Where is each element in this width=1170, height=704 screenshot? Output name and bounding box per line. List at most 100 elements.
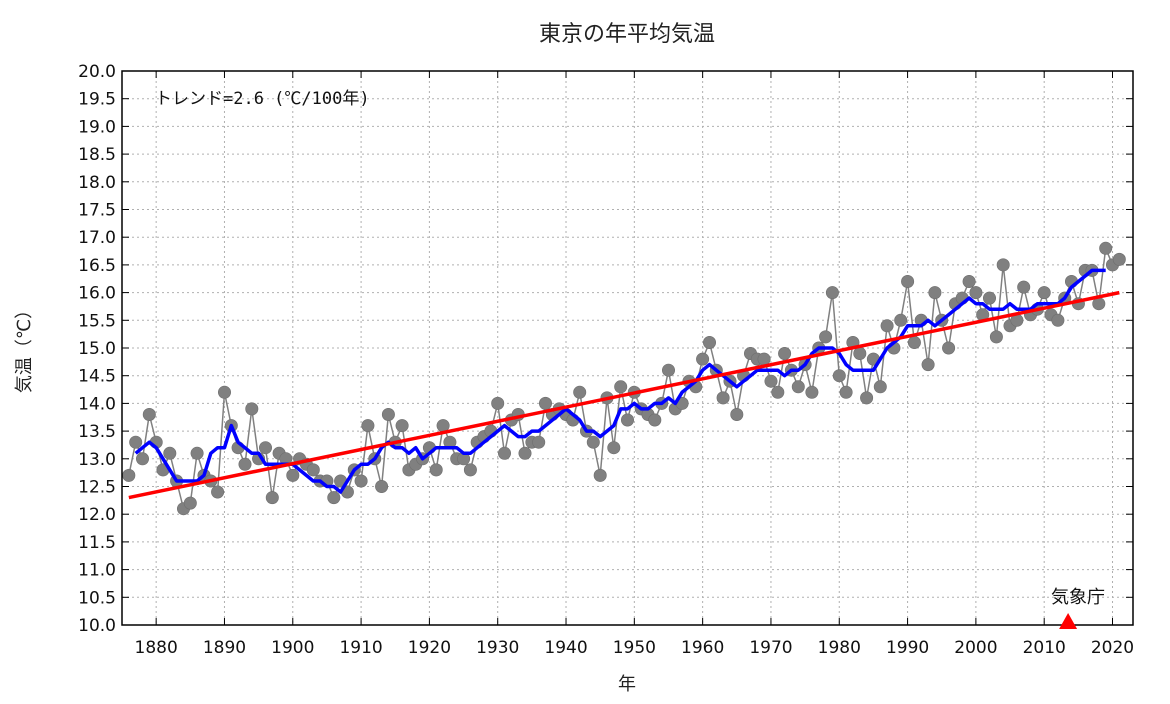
y-tick-label: 11.5 (78, 533, 116, 553)
annual-mean-point (258, 441, 272, 455)
x-tick-label: 1890 (203, 638, 246, 658)
annual-mean-point (218, 385, 232, 399)
annual-mean-point (716, 391, 730, 405)
y-tick-label: 19.0 (78, 117, 116, 137)
y-tick-label: 13.0 (78, 450, 116, 470)
annual-mean-point (873, 380, 887, 394)
annual-mean-point (860, 391, 874, 405)
annual-mean-point (1112, 252, 1126, 266)
chart-title: 東京の年平均気温 (539, 22, 715, 47)
annual-mean-point (805, 385, 819, 399)
annual-mean-point (996, 258, 1010, 272)
annual-mean-point (136, 452, 150, 466)
y-tick-label: 19.5 (78, 90, 116, 110)
annual-mean-point (1037, 286, 1051, 300)
annual-mean-point (395, 419, 409, 433)
grid (122, 70, 1133, 626)
annual-mean-point (614, 380, 628, 394)
y-tick-label: 10.0 (78, 616, 116, 636)
annual-mean-point (730, 407, 744, 421)
annual-mean-point (839, 385, 853, 399)
y-axis-label: 気温（℃） (14, 301, 35, 393)
credit-label: 気象庁 (1051, 587, 1105, 608)
annual-mean-point (463, 463, 477, 477)
annual-mean-point (880, 319, 894, 333)
annual-mean-point (778, 346, 792, 360)
annual-mean-point (497, 446, 511, 460)
annual-mean-point (375, 479, 389, 493)
x-tick-label: 1920 (408, 638, 451, 658)
annual-mean-point (142, 407, 156, 421)
annual-mean-point (901, 274, 915, 288)
y-tick-label: 16.0 (78, 284, 116, 304)
annual-mean-point (921, 358, 935, 372)
y-axis-ticks: 10.0 10.5 11.0 11.5 12.0 12.5 13.0 13.5 14.0 14.5… (78, 62, 1133, 636)
annual-mean-point (620, 413, 634, 427)
annual-mean-point (853, 346, 867, 360)
annual-mean-point (702, 335, 716, 349)
annual-mean-point (327, 491, 341, 505)
annual-mean-point (907, 335, 921, 349)
x-tick-label: 1980 (818, 638, 861, 658)
annual-mean-point (764, 374, 778, 388)
annual-mean-point (518, 446, 532, 460)
y-tick-label: 11.0 (78, 561, 116, 581)
y-tick-label: 12.0 (78, 505, 116, 525)
annual-mean-point (573, 385, 587, 399)
x-tick-label: 1960 (681, 638, 724, 658)
annual-mean-point (429, 463, 443, 477)
y-tick-label: 20.0 (78, 62, 116, 82)
annual-mean-point (894, 313, 908, 327)
annual-mean-point (286, 468, 300, 482)
annual-mean-point (1017, 280, 1031, 294)
annual-mean-point (381, 407, 395, 421)
annual-mean-point (538, 396, 552, 410)
annual-mean-point (238, 457, 252, 471)
x-tick-label: 1950 (613, 638, 656, 658)
annual-mean-point (928, 286, 942, 300)
annual-mean-point (1051, 313, 1065, 327)
y-tick-label: 16.5 (78, 256, 116, 276)
annual-mean-point (265, 491, 279, 505)
annual-mean-point (771, 385, 785, 399)
annual-mean-point (982, 291, 996, 305)
jma-marker (1059, 613, 1078, 629)
x-tick-label: 1940 (544, 638, 587, 658)
jma-triangle-icon (1059, 613, 1078, 629)
y-tick-label: 14.0 (78, 394, 116, 414)
plot-frame (121, 70, 1134, 626)
series (122, 241, 1126, 516)
y-tick-label: 13.5 (78, 422, 116, 442)
annual-mean-point (648, 413, 662, 427)
x-axis-label: 年 (618, 674, 636, 695)
annual-mean-point (129, 435, 143, 449)
y-tick-label: 15.0 (78, 339, 116, 359)
x-tick-label: 1880 (135, 638, 178, 658)
annual-mean-point (532, 435, 546, 449)
annual-mean-point (122, 468, 136, 482)
x-tick-label: 1970 (749, 638, 792, 658)
annual-mean-point (245, 402, 259, 416)
annual-mean-point (989, 330, 1003, 344)
moving-average-line (134, 268, 1106, 494)
x-tick-label: 1900 (271, 638, 314, 658)
y-tick-label: 12.5 (78, 478, 116, 498)
y-tick-label: 17.0 (78, 228, 116, 248)
annual-mean-point (825, 286, 839, 300)
annual-mean-point (962, 274, 976, 288)
y-tick-label: 18.5 (78, 145, 116, 165)
annual-mean-point (942, 341, 956, 355)
annual-mean-point (832, 369, 846, 383)
annual-mean-point (1099, 241, 1113, 255)
trend-annotation: トレンド=2.6 (℃/100年) (155, 89, 370, 109)
x-axis-ticks: 1880 1890 1900 1910 1920 1930 1940 1950 1960 1970… (135, 71, 1134, 658)
annual-mean-point (696, 352, 710, 366)
annual-mean-point (819, 330, 833, 344)
y-tick-label: 17.5 (78, 201, 116, 221)
annual-mean-point (211, 485, 225, 499)
x-tick-label: 1930 (476, 638, 519, 658)
annual-mean-point (791, 380, 805, 394)
annual-mean-point (354, 474, 368, 488)
annual-mean-point (593, 468, 607, 482)
x-tick-label: 1910 (339, 638, 382, 658)
